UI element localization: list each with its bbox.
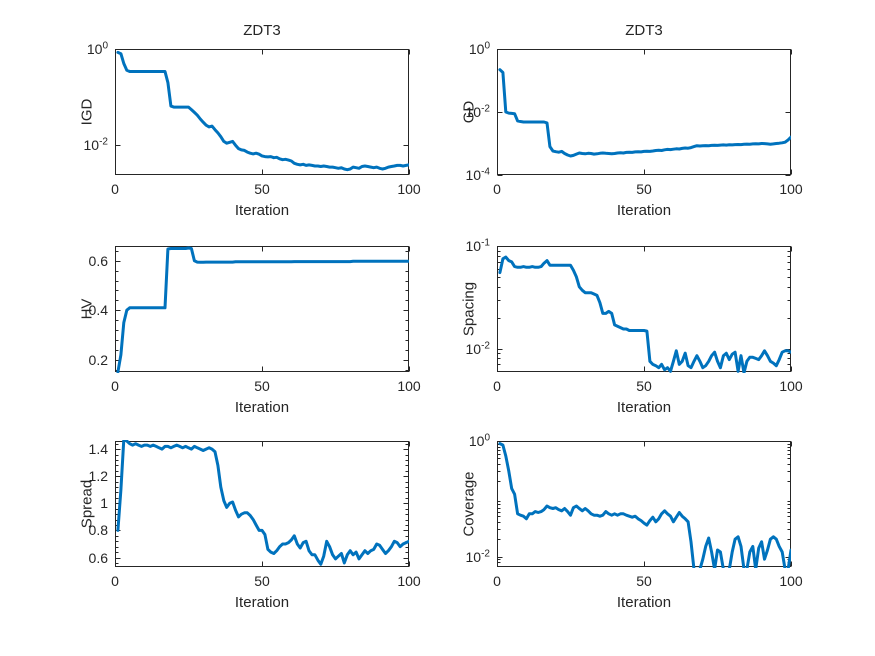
- plot-area: [115, 440, 410, 567]
- tick-marks: [497, 246, 792, 372]
- x-tick-label: 0: [111, 573, 119, 589]
- plot-area: [497, 246, 792, 373]
- axes-box: [497, 441, 791, 567]
- subplot-spread: Spread Iteration 0.6 0.8 1 1.2 1.4 0 50 100: [53, 411, 425, 623]
- series-line: [498, 442, 791, 568]
- y-axis-label: IGD: [78, 98, 96, 126]
- y-tick-label: 10-2: [465, 103, 490, 120]
- y-tick-label: 1.2: [88, 468, 108, 485]
- x-axis-label: Iteration: [234, 202, 290, 219]
- x-tick-label: 50: [254, 181, 270, 197]
- y-tick-label: 0.6: [88, 549, 108, 566]
- series-line: [116, 50, 409, 172]
- y-axis-label: Spacing: [460, 281, 478, 337]
- x-tick-label: 0: [111, 378, 119, 394]
- x-axis-label: Iteration: [234, 399, 290, 416]
- plot-title: ZDT3: [625, 22, 663, 39]
- y-tick-label: 1.4: [88, 441, 108, 458]
- x-tick-label: 50: [636, 573, 652, 589]
- series-line: [498, 255, 791, 373]
- x-axis-label: Iteration: [616, 399, 672, 416]
- x-tick-label: 100: [779, 378, 803, 394]
- y-tick-label: 100: [86, 40, 108, 57]
- y-tick-label: 1: [100, 495, 108, 512]
- y-tick-label: 0.6: [88, 252, 108, 269]
- axes-box: [497, 49, 791, 175]
- x-tick-label: 50: [254, 573, 270, 589]
- y-axis-label: Coverage: [460, 471, 478, 537]
- y-tick-label: 0.4: [88, 302, 108, 319]
- x-axis-label: Iteration: [616, 202, 672, 219]
- axes-box: [115, 441, 409, 567]
- plot-area: [115, 49, 410, 175]
- x-tick-label: 50: [254, 378, 270, 394]
- y-tick-label: 10-2: [465, 547, 490, 565]
- x-tick-label: 0: [493, 378, 501, 394]
- x-axis-label: Iteration: [234, 594, 290, 611]
- x-tick-label: 100: [397, 181, 421, 197]
- series-line: [116, 246, 409, 373]
- y-tick-label: 0.8: [88, 522, 108, 539]
- subplot-gd: ZDT3 GD Iteration 100 10-2 10-4 0 50 100: [435, 19, 807, 231]
- tick-marks: [115, 441, 410, 567]
- y-tick-label: 10-4: [465, 166, 490, 183]
- plot-title: ZDT3: [243, 22, 281, 39]
- tick-marks: [497, 49, 792, 176]
- plot-area: [497, 49, 792, 176]
- y-tick-label: 0.2: [88, 351, 108, 368]
- tick-marks: [115, 246, 410, 372]
- subplot-igd: ZDT3 IGD Iteration 100 10-2 0 50 100: [53, 19, 425, 231]
- x-tick-label: 100: [397, 378, 421, 394]
- y-tick-label: 100: [468, 432, 490, 449]
- y-tick-label: 10-1: [465, 237, 490, 254]
- plot-area: [497, 441, 792, 568]
- x-tick-label: 0: [493, 181, 501, 197]
- tick-marks: [497, 441, 792, 567]
- x-tick-label: 100: [779, 181, 803, 197]
- plot-area: [115, 246, 410, 373]
- x-tick-label: 0: [111, 181, 119, 197]
- subplot-coverage: Coverage Iteration 100 10-2 0 50 100: [435, 411, 807, 623]
- subplot-spacing: Spacing Iteration 10-1 10-2 0 50 100: [435, 216, 807, 428]
- x-tick-label: 100: [779, 573, 803, 589]
- tick-marks: [115, 49, 410, 175]
- y-tick-label: 10-2: [465, 339, 490, 357]
- y-tick-label: 100: [468, 40, 490, 57]
- x-tick-label: 50: [636, 378, 652, 394]
- series-line: [498, 68, 791, 158]
- x-tick-label: 0: [493, 573, 501, 589]
- series-line: [116, 440, 409, 566]
- y-tick-label: 10-2: [83, 136, 108, 154]
- x-axis-label: Iteration: [616, 594, 672, 611]
- x-tick-label: 100: [397, 573, 421, 589]
- x-tick-label: 50: [636, 181, 652, 197]
- subplot-hv: HV Iteration 0.2 0.4 0.6 0 50 100: [53, 216, 425, 428]
